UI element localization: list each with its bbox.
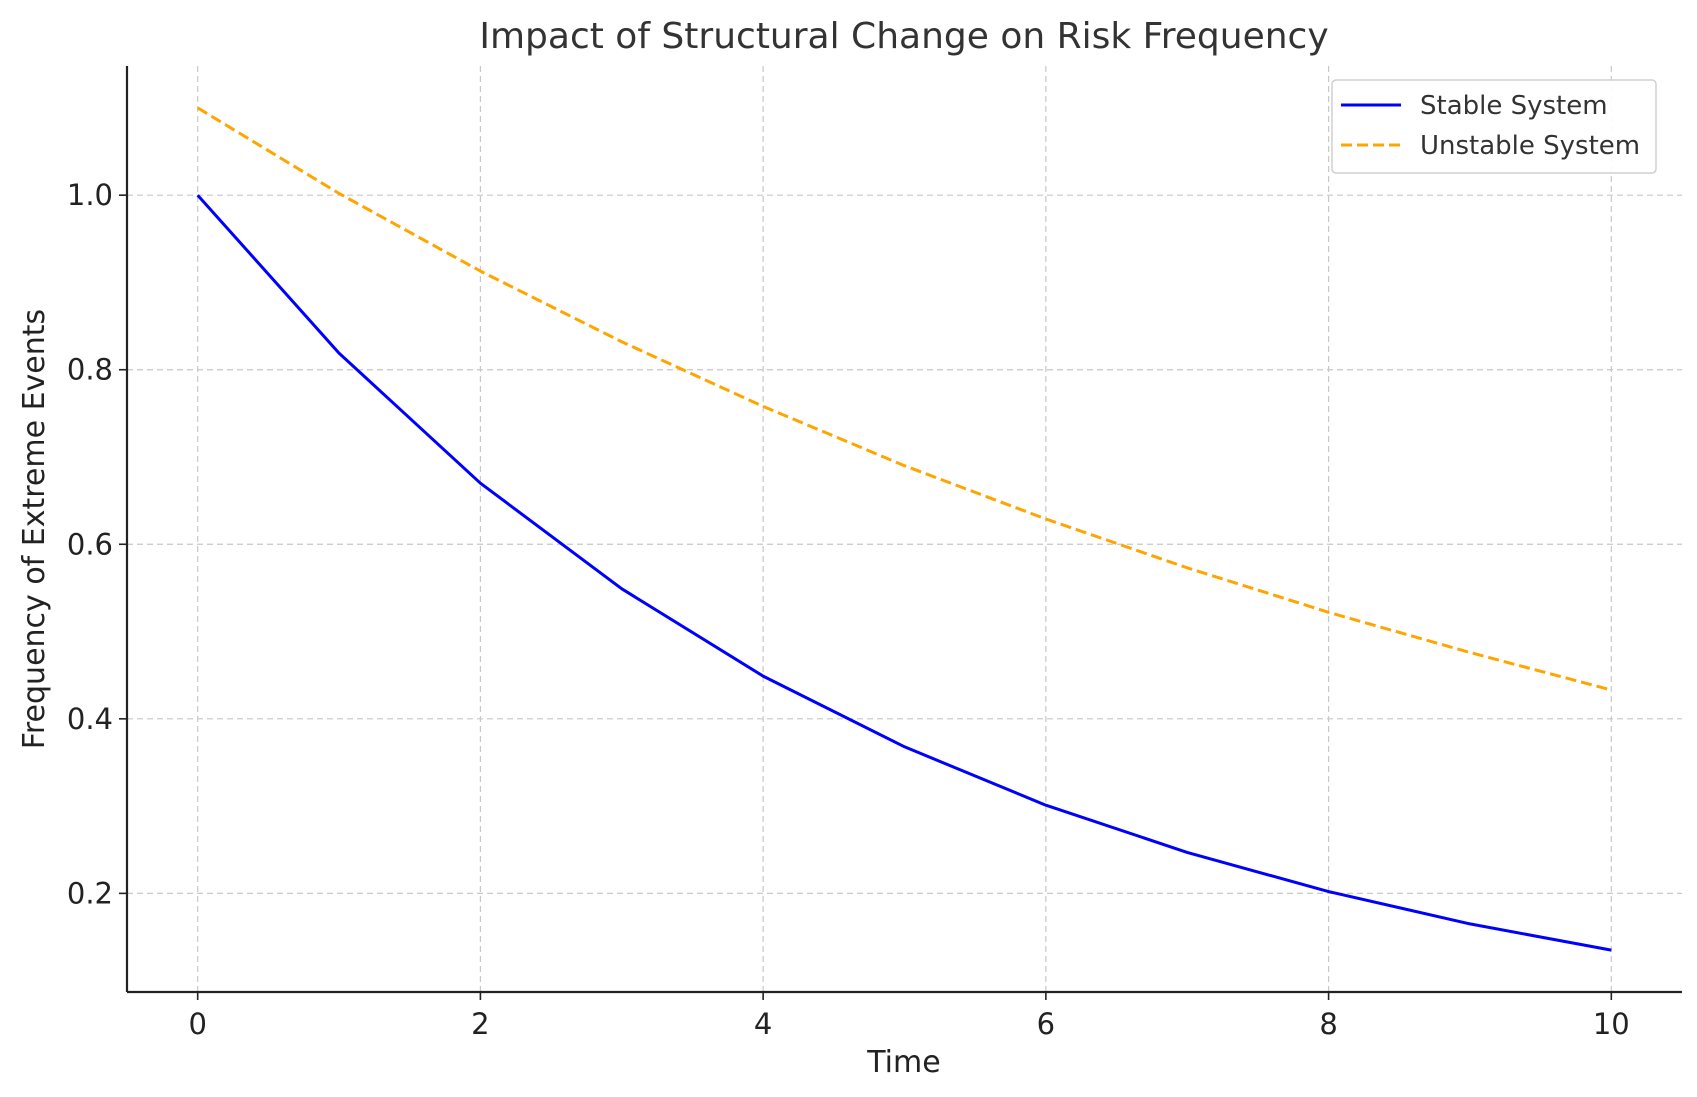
y-tick-label: 0.8 [67, 353, 113, 387]
legend: Stable System Unstable System [1331, 79, 1657, 174]
x-tick-label: 2 [471, 1007, 489, 1041]
chart-title: Impact of Structural Change on Risk Freq… [479, 16, 1328, 57]
y-tick-label: 1.0 [67, 178, 113, 212]
y-tick-label: 0.6 [67, 527, 113, 561]
x-tick-label: 4 [754, 1007, 772, 1041]
axes [125, 66, 1682, 994]
x-tick-label: 6 [1037, 1007, 1055, 1041]
tick-labels: 0 2 4 6 8 10 0.2 0.4 0.6 0.8 1.0 [67, 178, 1630, 1041]
y-tick-label: 0.2 [67, 876, 113, 910]
series-line-unstable-system [196, 106, 1612, 692]
y-tick-label: 0.4 [67, 702, 113, 736]
legend-box [1331, 79, 1657, 174]
legend-label-unstable-system: Unstable System [1420, 131, 1640, 161]
grid [127, 66, 1682, 992]
series-lines [196, 106, 1612, 952]
x-tick-label: 8 [1319, 1007, 1337, 1041]
series-line-stable-system [196, 194, 1612, 952]
x-axis-label: Time [866, 1045, 940, 1080]
x-tick-label: 0 [188, 1007, 206, 1041]
legend-label-stable-system: Stable System [1420, 91, 1608, 121]
x-tick-label: 10 [1593, 1007, 1630, 1041]
y-axis-label: Frequency of Extreme Events [17, 309, 52, 749]
